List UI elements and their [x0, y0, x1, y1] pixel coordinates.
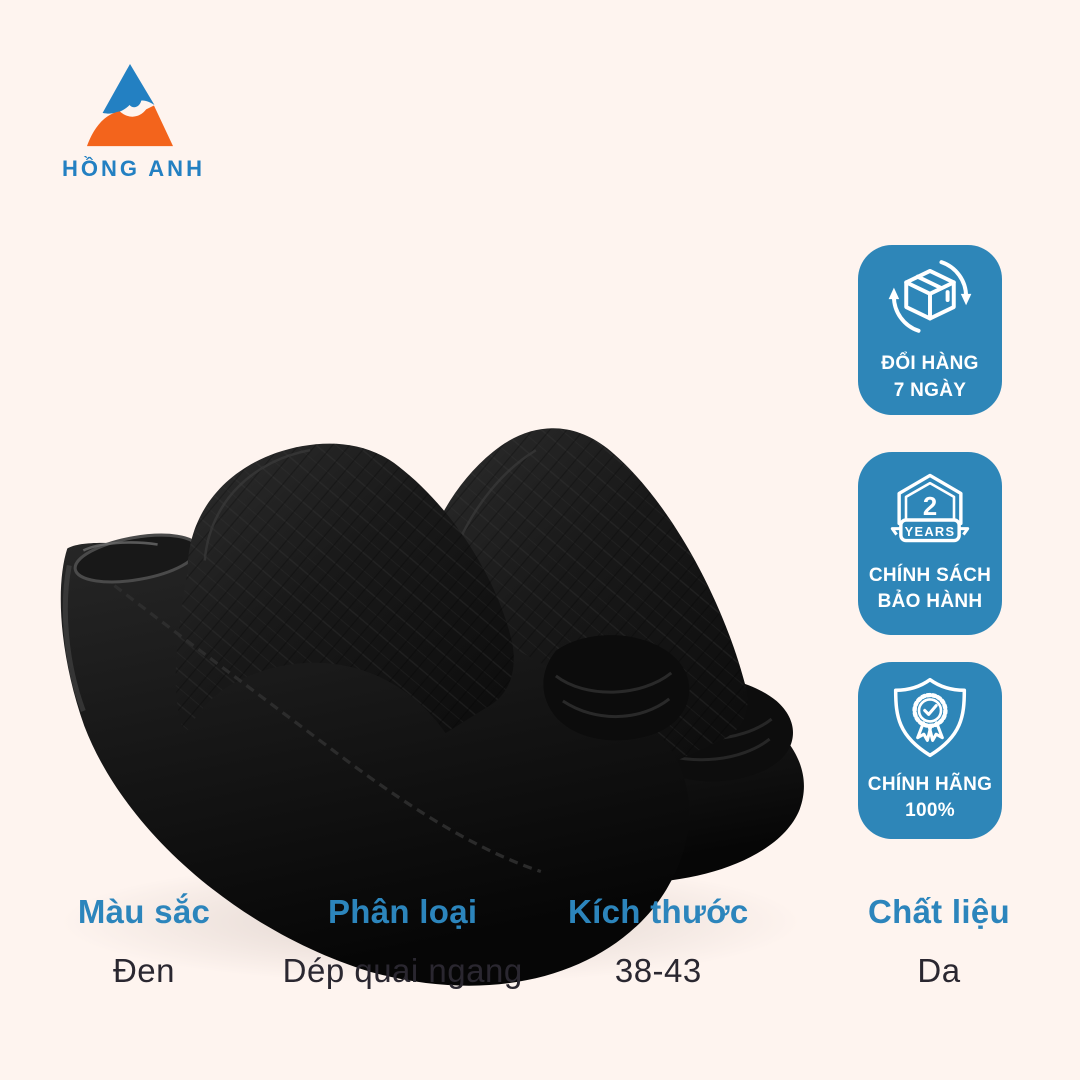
brand-name: HỒNG ANH — [62, 156, 205, 181]
badge-exchange-7-days: ĐỔI HÀNG 7 NGÀY — [858, 245, 1002, 415]
spec-value: Đen — [112, 952, 176, 989]
badge-line: CHÍNH HÃNG — [867, 773, 993, 795]
spec-value: Dép quai ngang — [282, 952, 523, 989]
spec-category: Phân loại Dép quai ngang — [283, 893, 523, 990]
warranty-years-number: 2 — [923, 493, 937, 521]
spec-value: Da — [917, 952, 961, 989]
badge-line: ĐỔI HÀNG — [881, 353, 979, 375]
badge-line: 7 NGÀY — [893, 379, 967, 401]
badge-line: CHÍNH SÁCH — [868, 564, 992, 586]
spec-material: Chất liệu Da — [868, 893, 1010, 990]
badge-line: BẢO HÀNH — [877, 591, 983, 612]
badge-warranty-policy: 2 YEARS CHÍNH SÁCH BẢO HÀNH — [858, 452, 1002, 635]
spec-label: Kích thước — [568, 893, 749, 930]
badge-line: 100% — [905, 800, 955, 821]
spec-label: Chất liệu — [867, 893, 1010, 930]
spec-size: Kích thước 38-43 — [568, 893, 749, 990]
badge-label: CHÍNH HÃNG 100% — [868, 772, 992, 824]
spec-label: Màu sắc — [77, 893, 211, 930]
mountain-wave-triangle-icon — [86, 63, 174, 147]
exchange-box-icon — [888, 260, 972, 334]
badge-label: ĐỔI HÀNG 7 NGÀY — [881, 351, 978, 403]
spec-value: 38-43 — [614, 952, 702, 989]
spec-color: Màu sắc Đen — [78, 893, 210, 990]
brand-logo: HỒNG ANH — [62, 62, 205, 182]
warranty-shield-icon: 2 YEARS — [890, 473, 970, 543]
badge-label: CHÍNH SÁCH BẢO HÀNH — [869, 563, 991, 615]
warranty-years-unit: YEARS — [905, 524, 956, 539]
badge-authentic-100: CHÍNH HÃNG 100% — [858, 662, 1002, 839]
authentic-shield-icon — [893, 677, 967, 757]
spec-row: Màu sắc Đen Phân loại Dép quai ngang Kíc… — [0, 893, 1080, 990]
product-image-slide-sandals — [59, 428, 804, 986]
spec-label: Phân loại — [327, 893, 478, 930]
